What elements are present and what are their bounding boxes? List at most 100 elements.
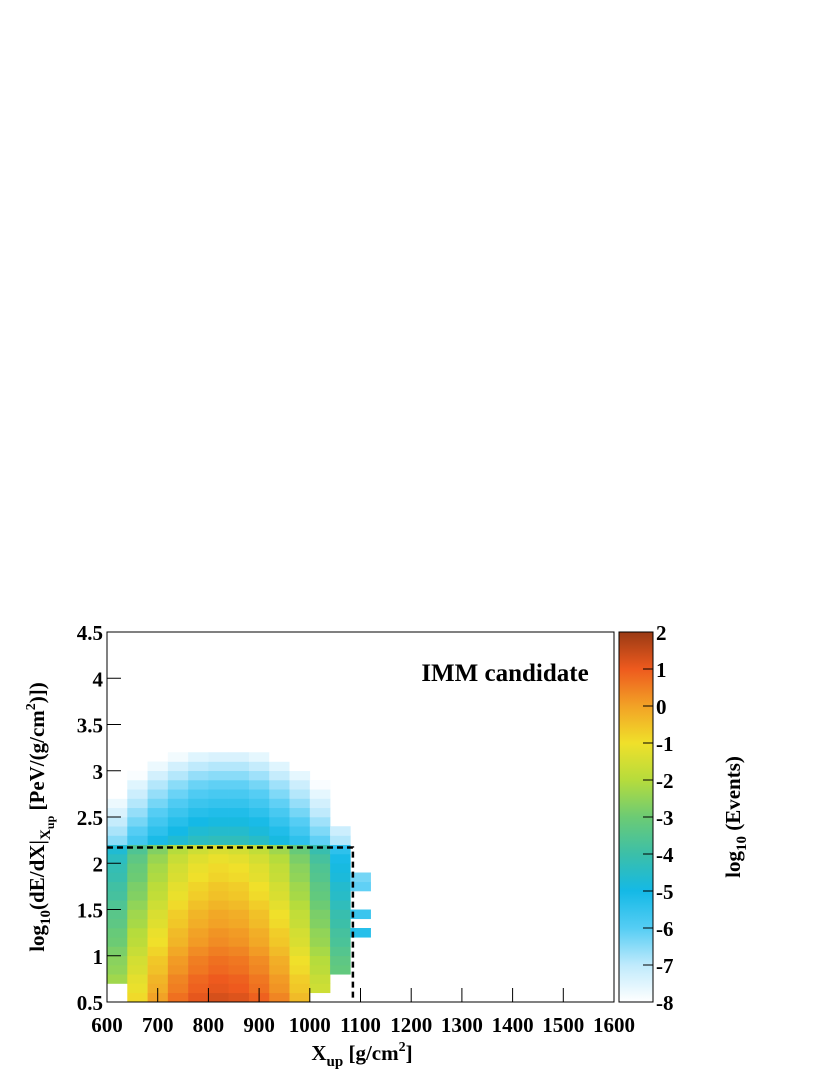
heatmap-cell [127, 844, 148, 855]
heatmap-cell [107, 946, 128, 957]
heatmap-cell [248, 965, 270, 975]
y-axis-label-part: (dE/dX| [25, 840, 49, 910]
heatmap-cell [107, 965, 128, 975]
heatmap-cell [188, 992, 209, 1003]
heatmap-cell [309, 872, 331, 883]
heatmap-cell [289, 983, 311, 994]
heatmap-cell [167, 955, 189, 966]
heatmap-cell [107, 835, 128, 846]
heatmap-cell [107, 928, 128, 938]
heatmap-cell [228, 937, 250, 947]
heatmap-cell [228, 909, 250, 920]
y-tick-label: 4.5 [77, 621, 103, 645]
heatmap-cell [289, 872, 311, 883]
heatmap-cell [330, 881, 351, 892]
heatmap-cell [208, 863, 229, 873]
heatmap-cell [248, 974, 270, 984]
heatmap-cell [289, 891, 311, 901]
heatmap-cell [107, 974, 128, 984]
heatmap-cell [269, 872, 290, 883]
heatmap-cell [188, 891, 209, 901]
heatmap-cell [147, 854, 169, 864]
heatmap-cell [147, 761, 169, 772]
heatmap-cell [147, 863, 169, 873]
heatmap-cell [330, 900, 351, 910]
heatmap-cell [330, 891, 351, 901]
heatmap-cell [167, 872, 189, 883]
heatmap-cell [167, 900, 189, 910]
heatmap-cell [289, 928, 311, 938]
heatmap-cell [107, 937, 128, 947]
heatmap-cell [309, 918, 331, 929]
heatmap-cell [330, 909, 351, 920]
heatmap-cell [248, 817, 270, 827]
heatmap-cell [309, 835, 331, 846]
heatmap-cell [147, 891, 169, 901]
colorbar-tick-label: -1 [656, 732, 674, 756]
heatmap-cell [269, 881, 290, 892]
heatmap-cell [188, 937, 209, 947]
heatmap-cell [228, 798, 250, 809]
heatmap-cell [269, 955, 290, 966]
heatmap-cell [147, 872, 169, 883]
heatmap-cell [228, 826, 250, 836]
heatmap-cell [228, 854, 250, 864]
heatmap-cell [188, 807, 209, 818]
heatmap-cell [350, 881, 371, 892]
heatmap-cell [289, 761, 311, 772]
heatmap-cell [188, 946, 209, 957]
heatmap-cell [127, 789, 148, 799]
colorbar-tick-label: -4 [656, 843, 674, 867]
heatmap-cell [127, 817, 148, 827]
heatmap-cell [167, 974, 189, 984]
heatmap-cell [289, 817, 311, 827]
y-tick-label: 2.5 [77, 806, 103, 830]
heatmap-cell [147, 789, 169, 799]
heatmap-cell [147, 835, 169, 846]
heatmap-cell [228, 770, 250, 781]
heatmap-cell [188, 955, 209, 966]
heatmap-cell [167, 992, 189, 1003]
heatmap-cell [188, 900, 209, 910]
x-axis-label: Xup [g/cm2] [311, 1040, 412, 1070]
heatmap-cell [228, 974, 250, 984]
heatmap-cell [188, 798, 209, 809]
colorbar-tick-label: -5 [656, 880, 674, 904]
heatmap-cell [127, 965, 148, 975]
heatmap-cell [167, 826, 189, 836]
heatmap-cell [127, 955, 148, 966]
heatmap-cell [269, 844, 290, 855]
heatmap-cell [147, 909, 169, 920]
heatmap-cell [167, 928, 189, 938]
heatmap-cell [107, 955, 128, 966]
heatmap-cell [269, 992, 290, 1003]
heatmap-cell [208, 835, 229, 846]
heatmap-cell [127, 798, 148, 809]
heatmap-cell [147, 817, 169, 827]
heatmap-cell [167, 863, 189, 873]
heatmap-cell [248, 891, 270, 901]
heatmap-cell [269, 780, 290, 790]
heatmap-cell [248, 807, 270, 818]
colorbar-tick-label: 1 [656, 658, 667, 682]
heatmap-cell [147, 826, 169, 836]
heatmap-cell [107, 872, 128, 883]
heatmap-cell [330, 955, 351, 966]
heatmap-cell [309, 983, 331, 994]
x-tick-label: 900 [243, 1013, 275, 1037]
heatmap-cell [208, 928, 229, 938]
heatmap-cell [188, 881, 209, 892]
colorbar-tick-label: -3 [656, 806, 674, 830]
x-axis-label-part: [g/cm [343, 1041, 399, 1065]
heatmap-cell [269, 835, 290, 846]
x-tick-label: 600 [91, 1013, 123, 1037]
heatmap-cell [127, 770, 148, 781]
heatmap-cell [167, 780, 189, 790]
heatmap-cell [269, 826, 290, 836]
heatmap-cell [248, 918, 270, 929]
heatmap-cell [208, 900, 229, 910]
heatmap-cell [269, 965, 290, 975]
heatmap-cell [248, 798, 270, 809]
x-tick-label: 1600 [593, 1013, 635, 1037]
heatmap-cell [127, 928, 148, 938]
